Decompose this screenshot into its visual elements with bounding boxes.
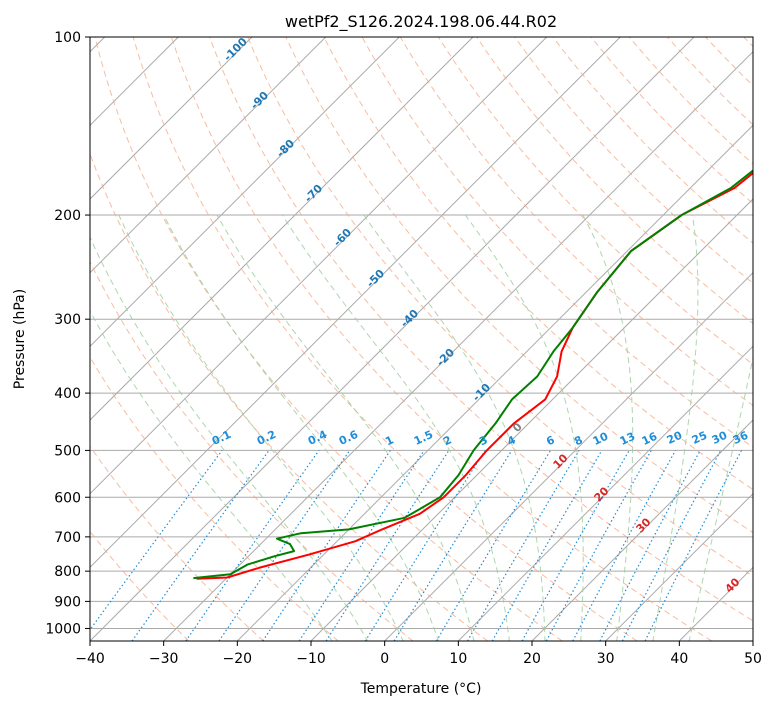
mixing-ratio-line	[393, 450, 513, 641]
mixing-ratio-label: 20	[665, 429, 685, 447]
background-lines	[90, 37, 753, 641]
x-tick-label: 20	[523, 651, 541, 667]
y-tick-label: 500	[54, 443, 81, 459]
isotherm-line	[90, 37, 474, 421]
dry-adiabat-line	[170, 37, 712, 641]
mixing-ratio-line	[218, 450, 351, 641]
x-axis: −40 −30 −20 −10 0 10 20 30 40 50	[75, 641, 762, 667]
moist-adiabat-line	[163, 214, 440, 641]
mixing-ratio-line	[644, 450, 743, 641]
moist-adiabat-line	[90, 236, 369, 641]
mixing-ratio-line	[325, 450, 450, 641]
dewpoint-line	[193, 169, 753, 580]
y-tick-label: 300	[54, 312, 81, 328]
x-tick-label: −20	[223, 651, 253, 667]
mixing-ratio-line	[572, 450, 677, 641]
isotherm-line	[384, 271, 753, 641]
moist-adiabat-line	[281, 214, 510, 641]
series-lines	[193, 169, 753, 580]
y-tick-label: 600	[54, 490, 81, 506]
dry-adiabat-line	[476, 37, 753, 325]
x-tick-label: 50	[744, 651, 762, 667]
isotherm-line	[90, 37, 253, 200]
x-axis-title: Temperature (°C)	[360, 681, 482, 697]
x-tick-label: 10	[449, 651, 467, 667]
x-tick-label: −40	[75, 651, 105, 667]
x-tick-label: 40	[670, 651, 688, 667]
isotherm-line	[90, 37, 400, 348]
dry-adiabat-line	[90, 260, 414, 641]
mixing-ratio-label: 30	[710, 429, 730, 447]
y-axis-title: Pressure (hPa)	[12, 289, 28, 389]
dry-adiabat-line	[132, 37, 638, 641]
moist-adiabat-line	[363, 214, 546, 641]
moist-adiabat-line	[90, 310, 333, 641]
x-tick-label: 0	[380, 651, 389, 667]
isotherm-line	[457, 345, 753, 641]
dry-adiabat-line	[247, 37, 753, 577]
mixing-ratio-line	[521, 450, 630, 641]
mixing-ratio-label: 36	[731, 429, 751, 447]
y-tick-label: 900	[54, 594, 81, 610]
mixing-ratio-line	[298, 450, 425, 641]
moist-adiabat-line	[652, 214, 699, 641]
y-tick-label: 400	[54, 386, 81, 402]
moist-adiabat-line	[118, 214, 404, 641]
mixing-ratio-line	[262, 450, 391, 641]
mixing-ratio-label: 16	[640, 430, 660, 448]
y-tick-label: 700	[54, 530, 81, 546]
y-tick-label: 800	[54, 564, 81, 580]
dry-adiabat-line	[94, 37, 563, 641]
y-tick-label: 200	[54, 208, 81, 224]
isotherm-line	[531, 419, 753, 641]
y-tick-label: 1000	[45, 621, 81, 637]
dry-adiabat-line	[209, 37, 753, 622]
y-axis: 100 200 300 400 500 600 700 800 900 1000	[45, 30, 90, 637]
moist-adiabat-line	[582, 214, 634, 641]
y-tick-label: 100	[54, 30, 81, 46]
isotherm-line	[90, 37, 548, 495]
mixing-ratio-label: 13	[618, 430, 637, 448]
moist-adiabat-line	[216, 214, 475, 641]
mixing-ratio-line	[545, 450, 652, 641]
isotherm-line	[90, 37, 621, 569]
dry-adiabat-line	[514, 37, 753, 284]
x-tick-label: 30	[597, 651, 615, 667]
dry-adiabat-line	[323, 37, 753, 491]
mixing-ratio-line	[185, 450, 320, 641]
mixing-ratio-label: 10	[591, 430, 611, 448]
dry-adiabat-line	[90, 356, 339, 641]
isotherm-line	[90, 37, 327, 274]
isotherm-line	[163, 50, 753, 641]
isotherm-line	[90, 37, 695, 641]
mixing-ratio-line	[90, 450, 223, 631]
moist-adiabat-line	[464, 214, 584, 641]
dry-adiabat-line	[90, 445, 264, 641]
x-tick-label: −10	[296, 651, 326, 667]
isotherm-line	[605, 492, 753, 641]
chart-title: wetPf2_S126.2024.198.06.44.R02	[285, 12, 557, 32]
dry-adiabat-line	[285, 37, 753, 534]
mixing-ratio-label: 25	[690, 429, 709, 447]
mixing-ratio-line	[131, 450, 270, 641]
isotherm-line	[236, 124, 753, 641]
x-tick-label: −30	[149, 651, 179, 667]
plot-frame	[89, 36, 754, 642]
